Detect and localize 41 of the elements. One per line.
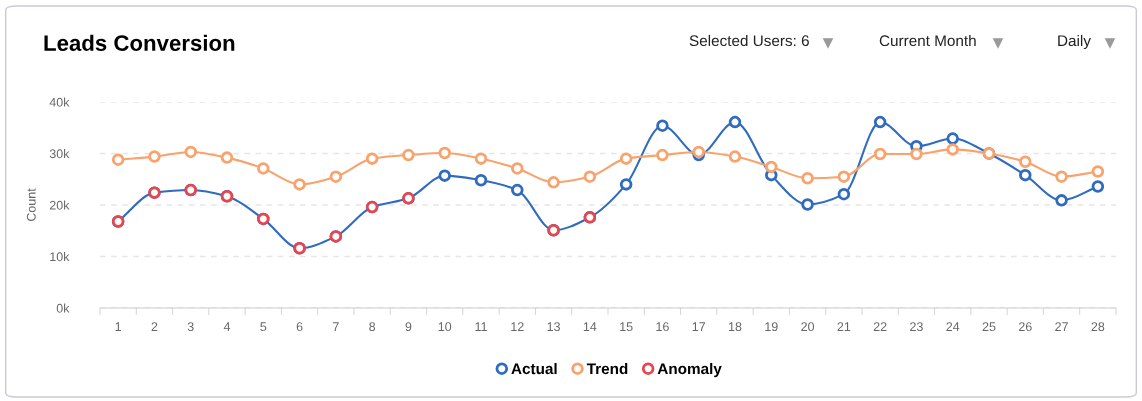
x-tick-label: 12 <box>511 322 524 331</box>
x-tick-label: 5 <box>260 322 267 332</box>
text: Selected Users: 6 <box>689 34 809 47</box>
x-tick-label: 24 <box>946 322 960 331</box>
x-tick-label: 26 <box>1018 322 1032 332</box>
x-tick-label: 28 <box>1091 322 1105 332</box>
x-tick-label: 4 <box>223 322 231 331</box>
y-axis-title: Count <box>26 188 36 222</box>
x-tick-label: 11 <box>475 322 487 331</box>
x-tick-label: 22 <box>873 322 887 331</box>
x-tick-label: 27 <box>1055 322 1068 331</box>
x-tick-label: 20 <box>801 322 815 332</box>
x-tick-label: 19 <box>765 322 778 332</box>
y-tick-label: 40k <box>49 97 70 107</box>
x-tick-label: 14 <box>583 322 597 331</box>
x-tick-label: 10 <box>438 322 452 332</box>
x-tick-label: 3 <box>187 322 194 332</box>
x-tick-label: 7 <box>333 322 339 331</box>
x-tick-label: 1 <box>115 322 122 331</box>
x-tick-label: 13 <box>547 322 560 332</box>
text: Current Month <box>879 34 976 47</box>
y-tick-label: 20k <box>49 200 70 210</box>
x-tick-label: 2 <box>151 322 158 331</box>
x-tick-label: 18 <box>729 322 742 332</box>
x-tick-label: 9 <box>405 322 412 332</box>
chart-title: Leads Conversion <box>44 34 235 51</box>
legend-label: Actual <box>511 362 557 375</box>
x-tick-label: 17 <box>692 322 706 331</box>
y-tick-label: 30k <box>49 148 70 159</box>
x-tick-label: 8 <box>369 322 376 332</box>
x-tick-label: 16 <box>656 322 669 332</box>
x-tick-label: 15 <box>620 322 633 332</box>
y-tick-label: 0k <box>56 303 70 313</box>
x-tick-label: 21 <box>837 322 851 331</box>
x-tick-label: 23 <box>910 322 923 332</box>
text: Daily <box>1058 34 1091 50</box>
legend-label: Anomaly <box>657 362 722 378</box>
y-tick-label: 10k <box>50 251 70 262</box>
x-tick-label: 6 <box>296 322 303 332</box>
legend-label: Trend <box>586 362 628 375</box>
x-tick-label: 25 <box>982 322 996 332</box>
